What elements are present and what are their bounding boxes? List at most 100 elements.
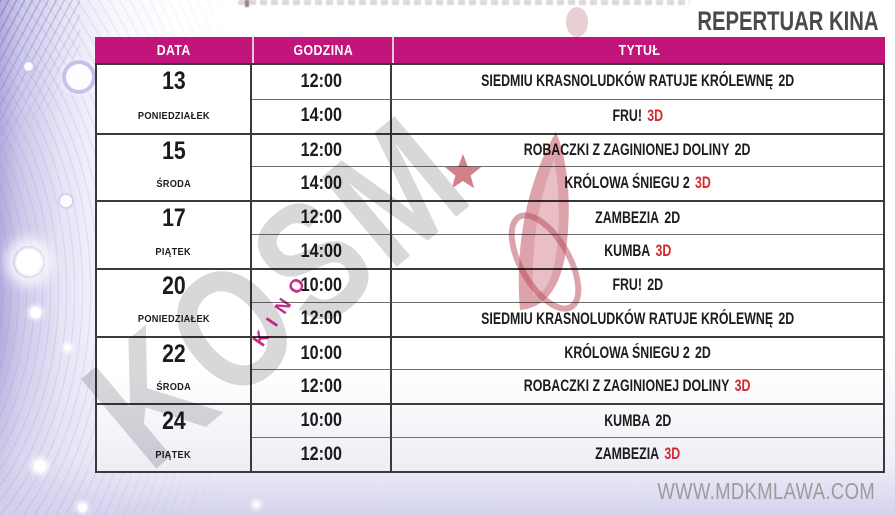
bokeh-dot [253,501,260,508]
show-format: 3D [694,174,711,193]
time-cell: 12:00 [252,437,392,471]
title-cell: FRU! 3D [392,98,883,133]
show-title: SIEDMIU KRASNOLUDKÓW RATUJE KRÓLEWNĘ [480,309,773,328]
time-cell: 10:00 [252,403,392,438]
show-title: KRÓLOWA ŚNIEGU 2 [564,344,690,363]
show-time: 12:00 [300,375,342,397]
show-time: 12:00 [300,139,342,161]
show-title: FRU! [612,106,642,125]
page-title: REPERTUAR KINA [637,6,879,37]
column-header-data: DATA [156,41,191,59]
show-format: 2D [655,411,672,430]
show-title: KUMBA [603,242,650,261]
date-day: ŚRODA [156,380,191,393]
show-title-wrap: SIEDMIU KRASNOLUDKÓW RATUJE KRÓLEWNĘ 2D [481,310,794,329]
show-format: 2D [646,276,663,295]
show-format: 2D [664,208,681,227]
title-cell: FRU! 2D [392,267,883,302]
show-title-wrap: KUMBA 2D [604,412,671,431]
date-number: 20 [161,271,186,300]
bokeh-ring [22,60,35,73]
bokeh-dot [64,344,71,351]
date-day: PONIEDZIAŁEK [137,313,210,326]
show-title-wrap: FRU! 3D [612,107,663,126]
show-title-wrap: KRÓLOWA ŚNIEGU 2 2D [564,344,710,363]
title-cell: ZAMBEZIA 2D [392,200,883,234]
time-cell: 12:00 [252,132,392,167]
time-cell: 10:00 [252,335,392,370]
show-time: 12:00 [300,207,342,229]
title-cell: ROBACZKI Z ZAGINIONEJ DOLINY 2D [392,132,883,167]
title-cell: ZAMBEZIA 3D [392,437,883,471]
date-cell: 24 PIĄTEK [97,403,252,471]
date-day: ŚRODA [156,177,191,190]
show-format: 2D [735,141,751,160]
bokeh-dot [78,503,87,512]
show-title-wrap: ROBACZKI Z ZAGINIONEJ DOLINY 2D [524,141,751,160]
date-cell: 15 ŚRODA [97,132,252,201]
title-cell: SIEDMIU KRASNOLUDKÓW RATUJE KRÓLEWNĘ 2D [392,65,883,99]
show-time: 12:00 [300,70,342,92]
date-number: 17 [161,204,186,233]
show-title: ZAMBEZIA [594,208,659,227]
show-format: 3D [735,377,751,396]
show-time: 14:00 [300,105,342,127]
show-time: 14:00 [300,240,342,262]
show-title: ZAMBEZIA [594,445,659,464]
show-time: 14:00 [300,172,342,194]
show-time: 12:00 [300,443,342,465]
title-cell: ROBACZKI Z ZAGINIONEJ DOLINY 3D [392,369,883,403]
title-cell: KRÓLOWA ŚNIEGU 2 2D [392,335,883,370]
show-title: KUMBA [603,411,650,430]
column-header-godzina: GODZINA [252,37,392,63]
show-time: 10:00 [300,342,342,364]
date-day: PIĄTEK [155,245,192,258]
website-url: WWW.MDKMLAWA.COM [603,478,875,505]
website-url-text: WWW.MDKMLAWA.COM [657,478,875,504]
column-header-tytul: TYTUŁ [392,37,885,63]
bokeh-ring [58,193,74,209]
date-cell: 13 PONIEDZIAŁEK [97,65,252,133]
title-cell: KUMBA 2D [392,403,883,437]
show-title-wrap: KUMBA 3D [604,242,671,261]
show-title: KRÓLOWA ŚNIEGU 2 [564,174,690,193]
schedule-body: 13 PONIEDZIAŁEK 12:00 SIEDMIU KRASNOLUDKÓW … [95,63,885,473]
time-cell: 14:00 [252,234,392,268]
show-format: 2D [778,309,795,328]
show-format: 2D [694,344,711,363]
time-cell: 14:00 [252,166,392,201]
title-cell: SIEDMIU KRASNOLUDKÓW RATUJE KRÓLEWNĘ 2D [392,301,883,336]
date-cell: 22 ŚRODA [97,335,252,404]
show-title-wrap: SIEDMIU KRASNOLUDKÓW RATUJE KRÓLEWNĘ 2D [481,72,794,91]
show-format: 3D [646,106,663,125]
time-cell: 12:00 [252,65,392,99]
date-number: 24 [161,407,186,436]
show-format: 2D [778,72,795,91]
show-time: 10:00 [300,410,342,432]
date-number: 22 [161,339,186,368]
bokeh-dot [30,307,41,318]
time-cell: 12:00 [252,200,392,235]
time-cell: 12:00 [252,369,392,404]
show-time: 10:00 [300,274,342,296]
title-cell: KRÓLOWA ŚNIEGU 2 3D [392,166,883,200]
show-title-wrap: ROBACZKI Z ZAGINIONEJ DOLINY 3D [524,377,751,396]
show-format: 3D [655,242,672,261]
date-day: PONIEDZIAŁEK [137,109,210,122]
show-title: SIEDMIU KRASNOLUDKÓW RATUJE KRÓLEWNĘ [480,72,773,91]
show-title: ROBACZKI Z ZAGINIONEJ DOLINY [524,377,730,396]
show-format: 3D [664,445,681,464]
top-cutoff-mark [245,0,249,7]
show-title-wrap: KRÓLOWA ŚNIEGU 2 3D [564,174,710,193]
time-cell: 10:00 [252,267,392,302]
show-title: FRU! [612,276,642,295]
show-time: 12:00 [300,308,342,330]
page-title-text: REPERTUAR KINA [697,6,879,36]
show-title: ROBACZKI Z ZAGINIONEJ DOLINY [524,141,730,160]
date-cell: 20 PONIEDZIAŁEK [97,267,252,336]
show-title-wrap: ZAMBEZIA 3D [595,445,680,464]
show-title-wrap: FRU! 2D [612,276,663,295]
time-cell: 14:00 [252,98,392,133]
date-number: 15 [161,136,186,165]
